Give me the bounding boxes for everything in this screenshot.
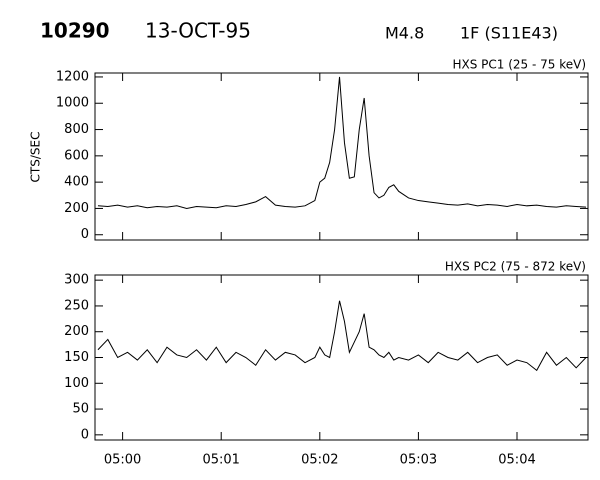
plot-frame [94, 274, 589, 441]
y-tick-label: 600 [64, 148, 89, 163]
x-tick-label: 05:04 [498, 453, 535, 468]
flare-class: M4.8 [385, 24, 424, 43]
panel-title: HXS PC2 (75 - 872 keV) [445, 260, 586, 274]
y-tick-label: 800 [64, 122, 89, 137]
y-tick-label: 150 [64, 350, 89, 365]
y-tick-label: 200 [64, 201, 89, 216]
y-tick-label: 1200 [56, 69, 89, 84]
y-tick-label: 300 [64, 273, 89, 288]
y-tick-label: 0 [81, 427, 89, 442]
y-tick-label: 250 [64, 298, 89, 313]
x-tick-label: 05:00 [104, 453, 141, 468]
date: 13-OCT-95 [145, 19, 251, 43]
x-tick-label: 05:01 [202, 453, 239, 468]
panel-title: HXS PC1 (25 - 75 keV) [452, 58, 586, 72]
region-number: 10290 [40, 19, 110, 43]
x-tick-label: 05:03 [400, 453, 437, 468]
data-line [97, 300, 587, 372]
y-tick-label: 400 [64, 175, 89, 190]
y-tick-label: 50 [72, 402, 89, 417]
y-tick-label: 0 [81, 227, 89, 242]
plot-frame [94, 72, 589, 241]
y-tick-label: 100 [64, 376, 89, 391]
y-axis-label: CTS/SEC [29, 132, 43, 183]
y-tick-label: 1000 [56, 96, 89, 111]
y-tick-label: 200 [64, 324, 89, 339]
flare-position: 1F (S11E43) [460, 24, 558, 43]
x-tick-label: 05:02 [301, 453, 338, 468]
data-line [97, 76, 587, 209]
